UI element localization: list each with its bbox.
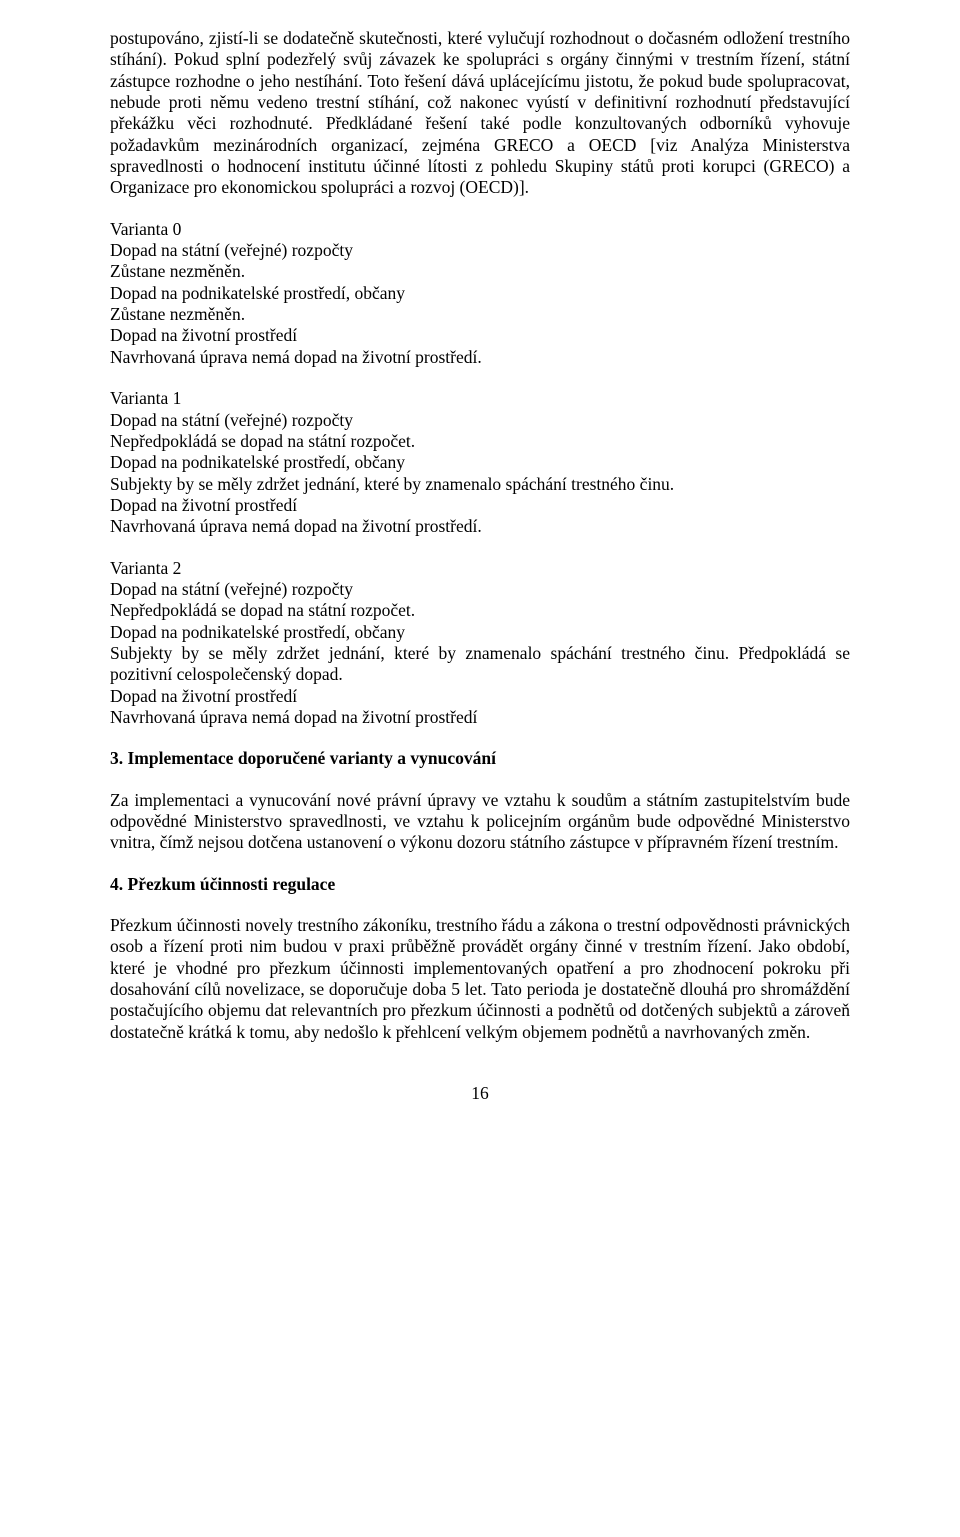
section-3-body: Za implementaci a vynucování nové právní… xyxy=(110,790,850,854)
variant-0-block: Varianta 0 Dopad na státní (veřejné) roz… xyxy=(110,219,850,368)
variant-2-line-1: Dopad na státní (veřejné) rozpočty xyxy=(110,579,850,600)
variant-2-block: Varianta 2 Dopad na státní (veřejné) roz… xyxy=(110,558,850,729)
variant-2-title: Varianta 2 xyxy=(110,558,850,579)
variant-1-line-2: Nepředpokládá se dopad na státní rozpoče… xyxy=(110,431,850,452)
section-4-heading: 4. Přezkum účinnosti regulace xyxy=(110,874,850,895)
document-page: postupováno, zjistí-li se dodatečně skut… xyxy=(0,0,960,1537)
variant-1-title: Varianta 1 xyxy=(110,388,850,409)
variant-1-line-3: Dopad na podnikatelské prostředí, občany xyxy=(110,452,850,473)
variant-0-title: Varianta 0 xyxy=(110,219,850,240)
variant-0-line-1: Dopad na státní (veřejné) rozpočty xyxy=(110,240,850,261)
variant-0-line-6: Navrhovaná úprava nemá dopad na životní … xyxy=(110,347,850,368)
variant-1-line-4: Subjekty by se měly zdržet jednání, kter… xyxy=(110,474,850,495)
page-number: 16 xyxy=(110,1083,850,1104)
variant-1-block: Varianta 1 Dopad na státní (veřejné) roz… xyxy=(110,388,850,537)
variant-0-line-5: Dopad na životní prostředí xyxy=(110,325,850,346)
intro-paragraph: postupováno, zjistí-li se dodatečně skut… xyxy=(110,28,850,199)
variant-2-line-6: Navrhovaná úprava nemá dopad na životní … xyxy=(110,707,850,728)
variant-0-line-3: Dopad na podnikatelské prostředí, občany xyxy=(110,283,850,304)
variant-0-line-4: Zůstane nezměněn. xyxy=(110,304,850,325)
variant-1-line-5: Dopad na životní prostředí xyxy=(110,495,850,516)
variant-2-line-5: Dopad na životní prostředí xyxy=(110,686,850,707)
variant-0-line-2: Zůstane nezměněn. xyxy=(110,261,850,282)
variant-2-line-2: Nepředpokládá se dopad na státní rozpoče… xyxy=(110,600,850,621)
section-3-heading: 3. Implementace doporučené varianty a vy… xyxy=(110,748,850,769)
variant-2-line-3: Dopad na podnikatelské prostředí, občany xyxy=(110,622,850,643)
variant-1-line-6: Navrhovaná úprava nemá dopad na životní … xyxy=(110,516,850,537)
section-4-body: Přezkum účinnosti novely trestního zákon… xyxy=(110,915,850,1043)
variant-2-line-4: Subjekty by se měly zdržet jednání, kter… xyxy=(110,643,850,686)
variant-1-line-1: Dopad na státní (veřejné) rozpočty xyxy=(110,410,850,431)
